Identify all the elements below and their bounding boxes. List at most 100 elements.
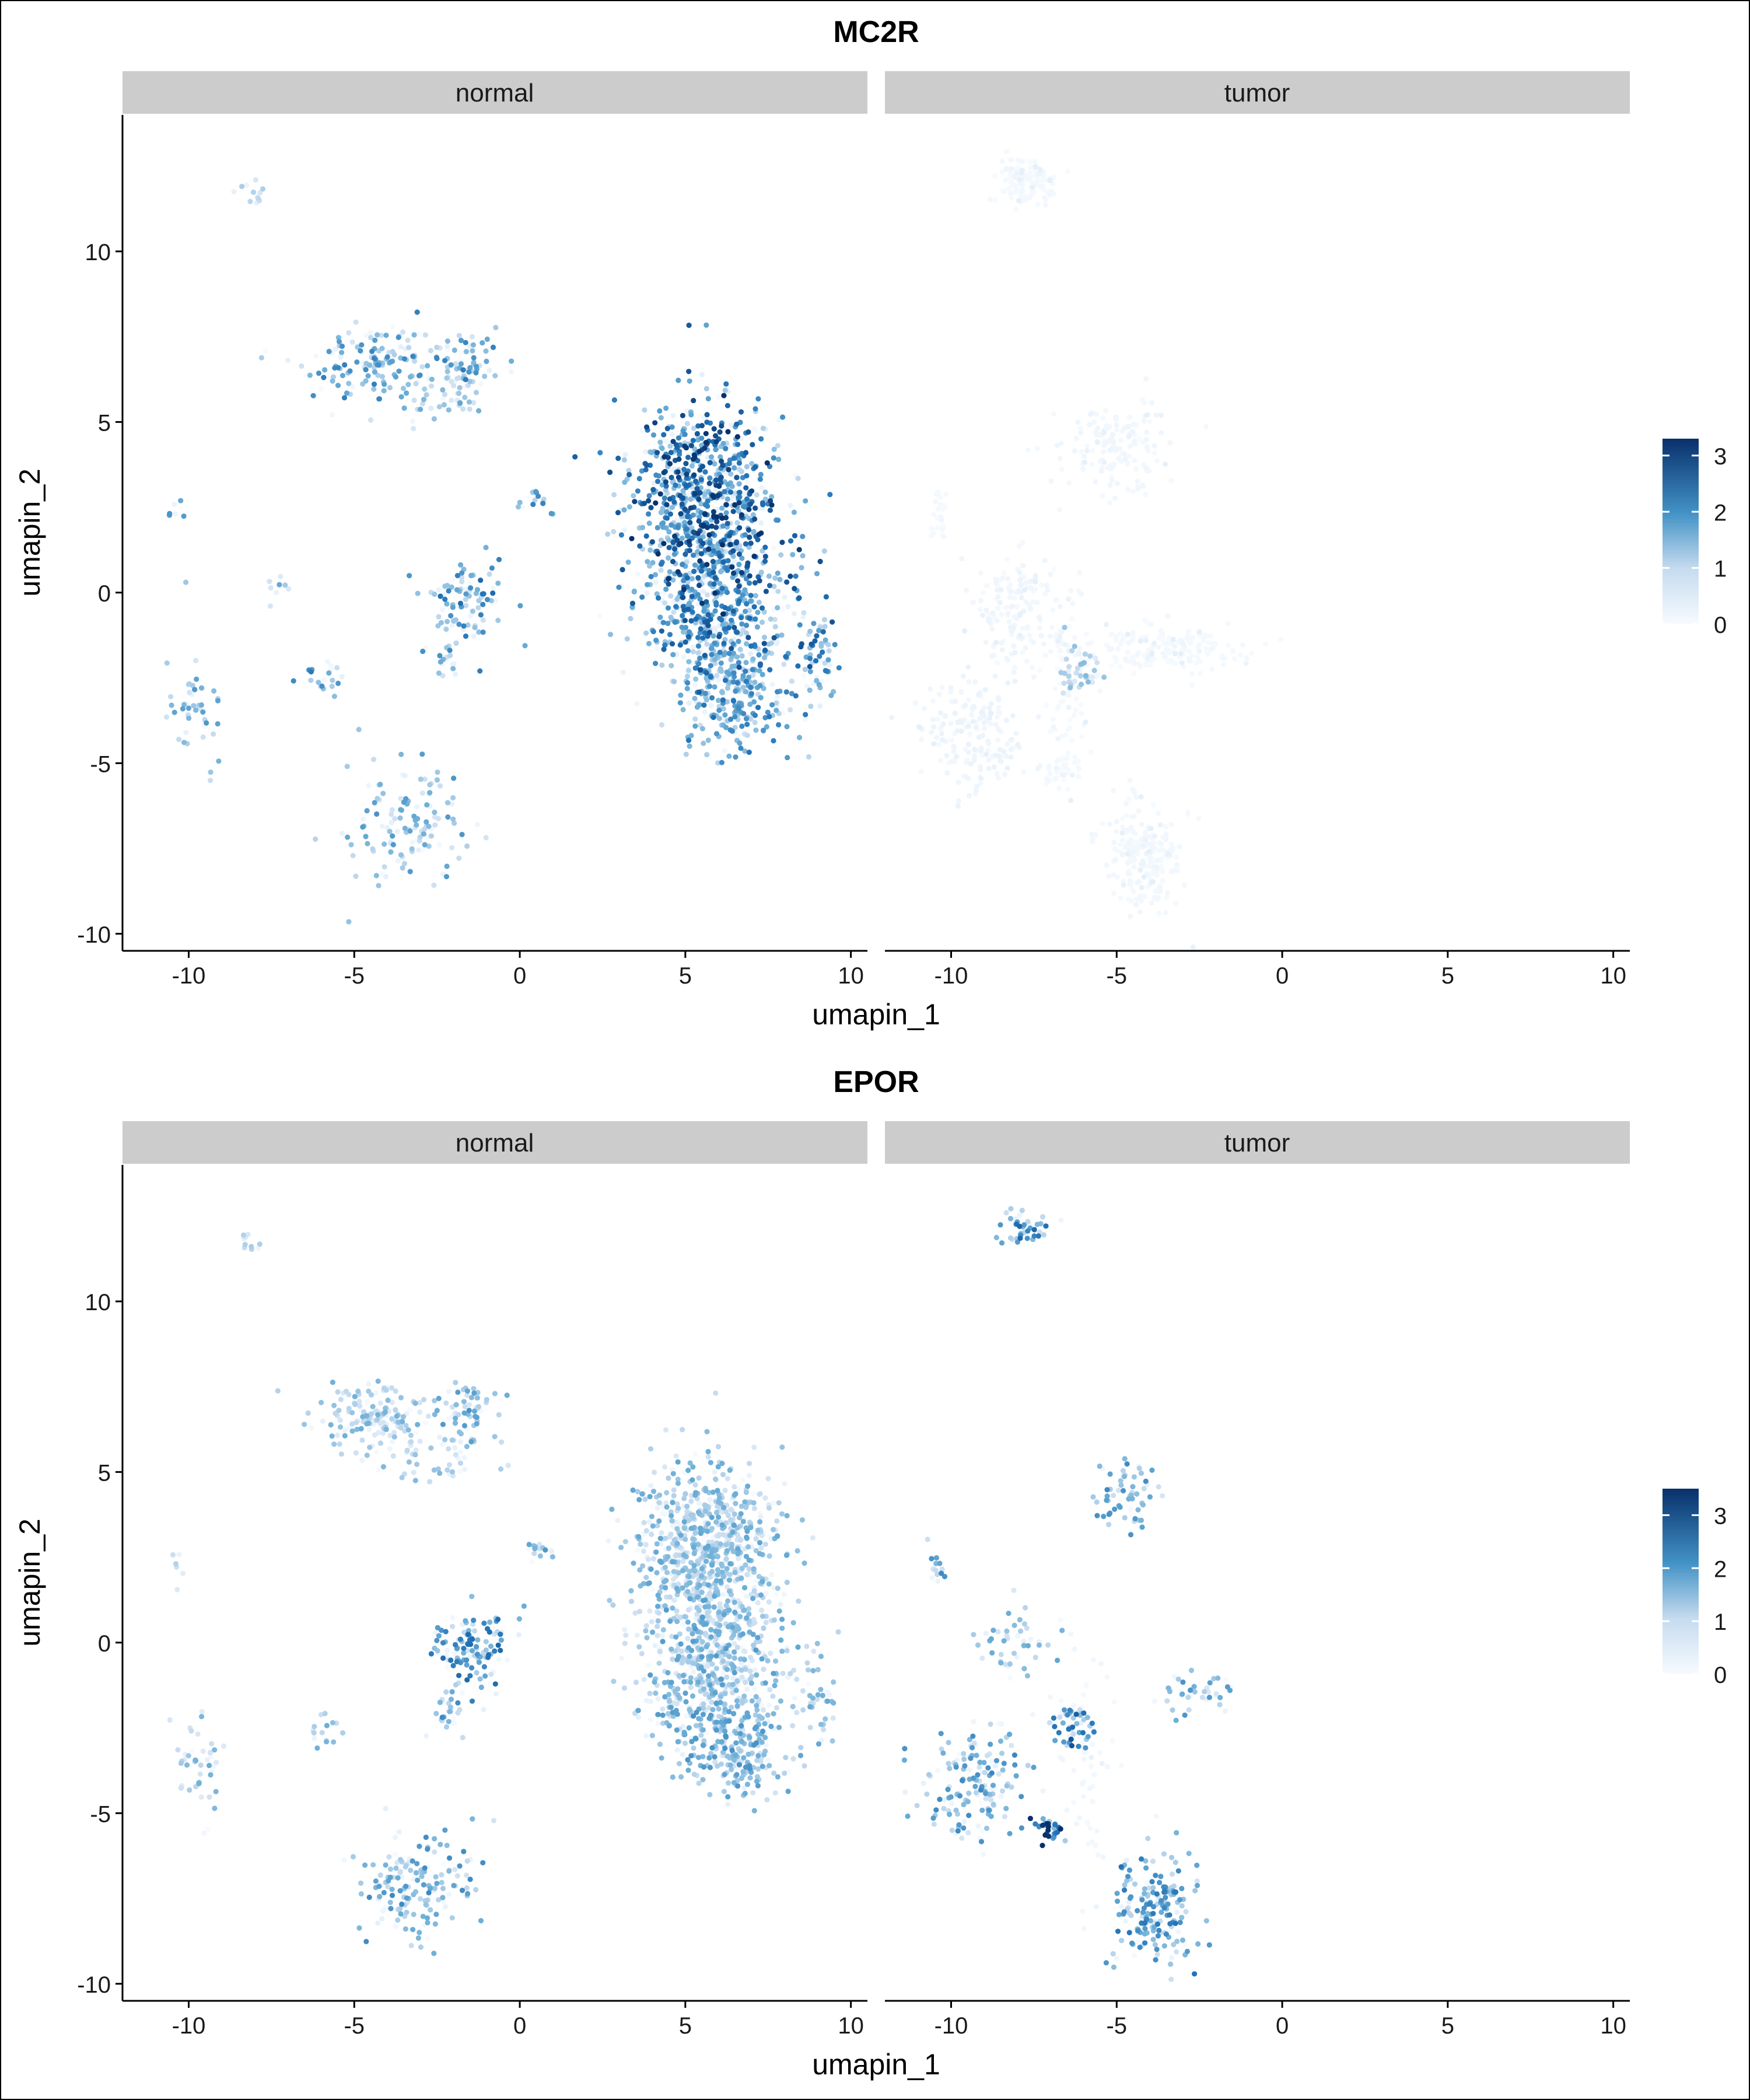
cell-point	[696, 702, 702, 708]
facet-strip-tumor	[885, 1121, 1630, 1164]
cell-point	[400, 865, 405, 871]
cell-point	[712, 461, 718, 467]
cell-point	[471, 634, 477, 639]
cell-point	[698, 477, 704, 482]
cell-point	[792, 1695, 797, 1701]
cell-point	[722, 677, 729, 683]
cell-point	[667, 443, 673, 449]
cell-point	[1168, 821, 1174, 828]
cell-point	[517, 499, 523, 506]
cell-point	[684, 575, 690, 581]
cell-point	[646, 640, 652, 646]
cell-point	[741, 710, 747, 716]
cell-point	[749, 488, 755, 494]
cell-point	[799, 565, 804, 570]
cell-point	[936, 741, 942, 747]
cell-point	[685, 1636, 691, 1642]
cell-point	[723, 1556, 729, 1562]
cell-point	[1005, 765, 1010, 771]
cell-point	[682, 625, 689, 631]
cell-point	[704, 562, 710, 568]
cell-point	[645, 582, 650, 587]
cell-point	[467, 365, 473, 370]
cell-point	[689, 576, 695, 582]
cell-point	[1147, 875, 1153, 881]
cell-point	[711, 426, 717, 432]
cell-point	[1011, 643, 1017, 649]
cell-point	[693, 616, 699, 622]
cell-point	[178, 498, 184, 503]
cell-point	[800, 1688, 806, 1694]
cell-point	[410, 839, 416, 845]
cell-point	[1054, 759, 1059, 765]
cell-point	[1056, 785, 1062, 792]
cell-point	[1008, 747, 1014, 752]
cell-point	[784, 724, 790, 730]
cell-point	[384, 354, 390, 360]
cell-point	[688, 443, 694, 449]
cell-point	[684, 685, 690, 691]
cell-point	[740, 673, 746, 678]
cell-point	[790, 1703, 796, 1710]
cell-point	[822, 668, 828, 674]
cell-point	[725, 429, 731, 435]
cell-point	[807, 656, 813, 662]
cell-point	[459, 1622, 466, 1628]
cell-point	[701, 608, 707, 614]
cell-point	[756, 531, 762, 537]
cell-point	[929, 526, 935, 531]
cell-point	[684, 1508, 690, 1514]
cell-point	[427, 1479, 433, 1485]
cell-point	[726, 467, 732, 473]
cell-point	[443, 874, 450, 880]
cell-point	[1112, 654, 1118, 660]
cell-point	[694, 430, 700, 437]
cell-point	[405, 337, 411, 344]
cell-point	[1157, 822, 1163, 828]
cell-point	[1156, 848, 1162, 853]
cell-point	[943, 491, 949, 497]
cell-point	[459, 570, 465, 576]
cell-point	[453, 1682, 459, 1688]
cell-point	[607, 470, 613, 475]
cell-point	[1196, 816, 1202, 821]
cell-point	[671, 499, 677, 505]
cell-point	[370, 1862, 376, 1868]
cell-point	[698, 501, 704, 507]
cell-point	[1179, 660, 1185, 666]
cell-point	[702, 653, 708, 659]
cell-point	[740, 1698, 746, 1703]
cell-point	[481, 1706, 487, 1713]
cell-point	[490, 590, 496, 596]
cell-point	[1154, 896, 1160, 902]
cell-point	[432, 1885, 438, 1891]
cell-point	[673, 1648, 679, 1654]
cell-point	[686, 629, 692, 635]
cell-point	[811, 1648, 817, 1654]
cell-point	[450, 1716, 456, 1722]
cell-point	[407, 828, 413, 834]
cell-point	[316, 680, 321, 685]
cell-point	[457, 600, 464, 606]
cell-point	[640, 1548, 646, 1554]
cell-point	[1048, 478, 1054, 484]
cell-point	[432, 1398, 438, 1404]
cell-point	[459, 350, 464, 356]
cell-point	[330, 378, 335, 384]
cell-point	[531, 1550, 537, 1556]
cell-point	[705, 622, 711, 628]
cell-point	[653, 579, 659, 586]
cell-point	[1067, 725, 1073, 731]
cell-point	[1079, 710, 1084, 716]
cell-point	[636, 1608, 643, 1615]
cell-point	[993, 580, 999, 586]
cell-point	[621, 457, 627, 463]
cell-point	[769, 502, 775, 508]
cell-point	[764, 460, 770, 466]
cell-point	[186, 715, 192, 721]
facet-label-tumor: tumor	[1224, 79, 1290, 107]
cell-point	[645, 1556, 651, 1562]
cell-point	[344, 764, 350, 769]
cell-point	[309, 1425, 314, 1431]
